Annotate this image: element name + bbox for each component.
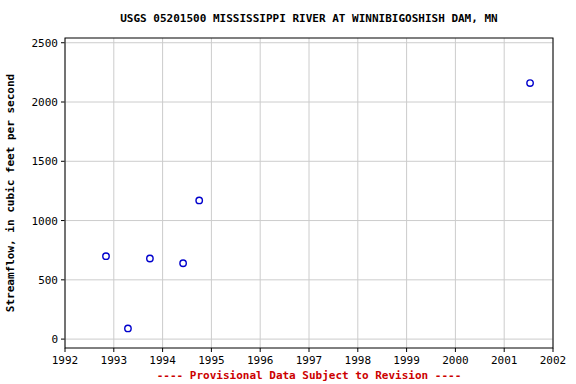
footer-note: ---- Provisional Data Subject to Revisio…	[157, 369, 462, 382]
x-tick	[113, 348, 114, 352]
x-tick	[406, 348, 407, 352]
x-grid-line	[357, 38, 358, 348]
x-tick	[357, 348, 358, 352]
x-tick-label: 2001	[491, 354, 518, 367]
x-tick	[162, 348, 163, 352]
y-tick	[61, 339, 65, 340]
data-point	[147, 255, 153, 261]
data-point	[125, 325, 131, 331]
x-tick-label: 1994	[149, 354, 176, 367]
chart-svg: 0 500 1000 1500 2000 2500 1992 1993 1994 1995 1996…	[0, 0, 576, 384]
x-grid-line	[162, 38, 163, 348]
x-tick	[309, 348, 310, 352]
x-tick	[211, 348, 212, 352]
x-tick-label: 1995	[198, 354, 225, 367]
data-point	[103, 253, 109, 259]
x-tick-label: 2002	[540, 354, 567, 367]
y-tick	[61, 102, 65, 103]
x-tick	[504, 348, 505, 352]
y-tick	[61, 279, 65, 280]
y-tick	[61, 161, 65, 162]
y-tick-label: 2500	[32, 37, 59, 50]
y-tick	[61, 220, 65, 221]
x-tick-label: 2000	[442, 354, 469, 367]
y-tick	[61, 42, 65, 43]
x-tick-label: 1997	[296, 354, 323, 367]
x-tick	[260, 348, 261, 352]
x-tick	[65, 348, 66, 352]
title: USGS 05201500 MISSISSIPPI RIVER AT WINNI…	[120, 12, 498, 25]
x-tick-label: 1996	[247, 354, 274, 367]
x-grid-line	[455, 38, 456, 348]
x-tick-label: 1998	[345, 354, 372, 367]
y-tick-label: 2000	[32, 96, 59, 109]
x-grid-line	[406, 38, 407, 348]
data-point	[180, 260, 186, 266]
points	[103, 80, 533, 332]
plot-frame	[65, 38, 553, 348]
x-tick-label: 1992	[52, 354, 79, 367]
y-axis-label: Streamflow, in cubic feet per second	[4, 74, 17, 312]
y-tick-label: 1500	[32, 155, 59, 168]
y-tick-label: 0	[51, 333, 58, 346]
data-point	[196, 197, 202, 203]
x-tick	[553, 348, 554, 352]
x-tick	[455, 348, 456, 352]
x-grid-line	[113, 38, 114, 348]
x-grid-line	[260, 38, 261, 348]
chart-container: 0 500 1000 1500 2000 2500 1992 1993 1994 1995 1996…	[0, 0, 576, 384]
x-tick-label: 1999	[393, 354, 420, 367]
y-tick-label: 1000	[32, 215, 59, 228]
y-tick-label: 500	[38, 274, 58, 287]
data-point	[527, 80, 533, 86]
x-grid-line	[504, 38, 505, 348]
x-tick-label: 1993	[101, 354, 128, 367]
background	[0, 0, 576, 384]
x-grid-line	[211, 38, 212, 348]
x-grid-line	[309, 38, 310, 348]
